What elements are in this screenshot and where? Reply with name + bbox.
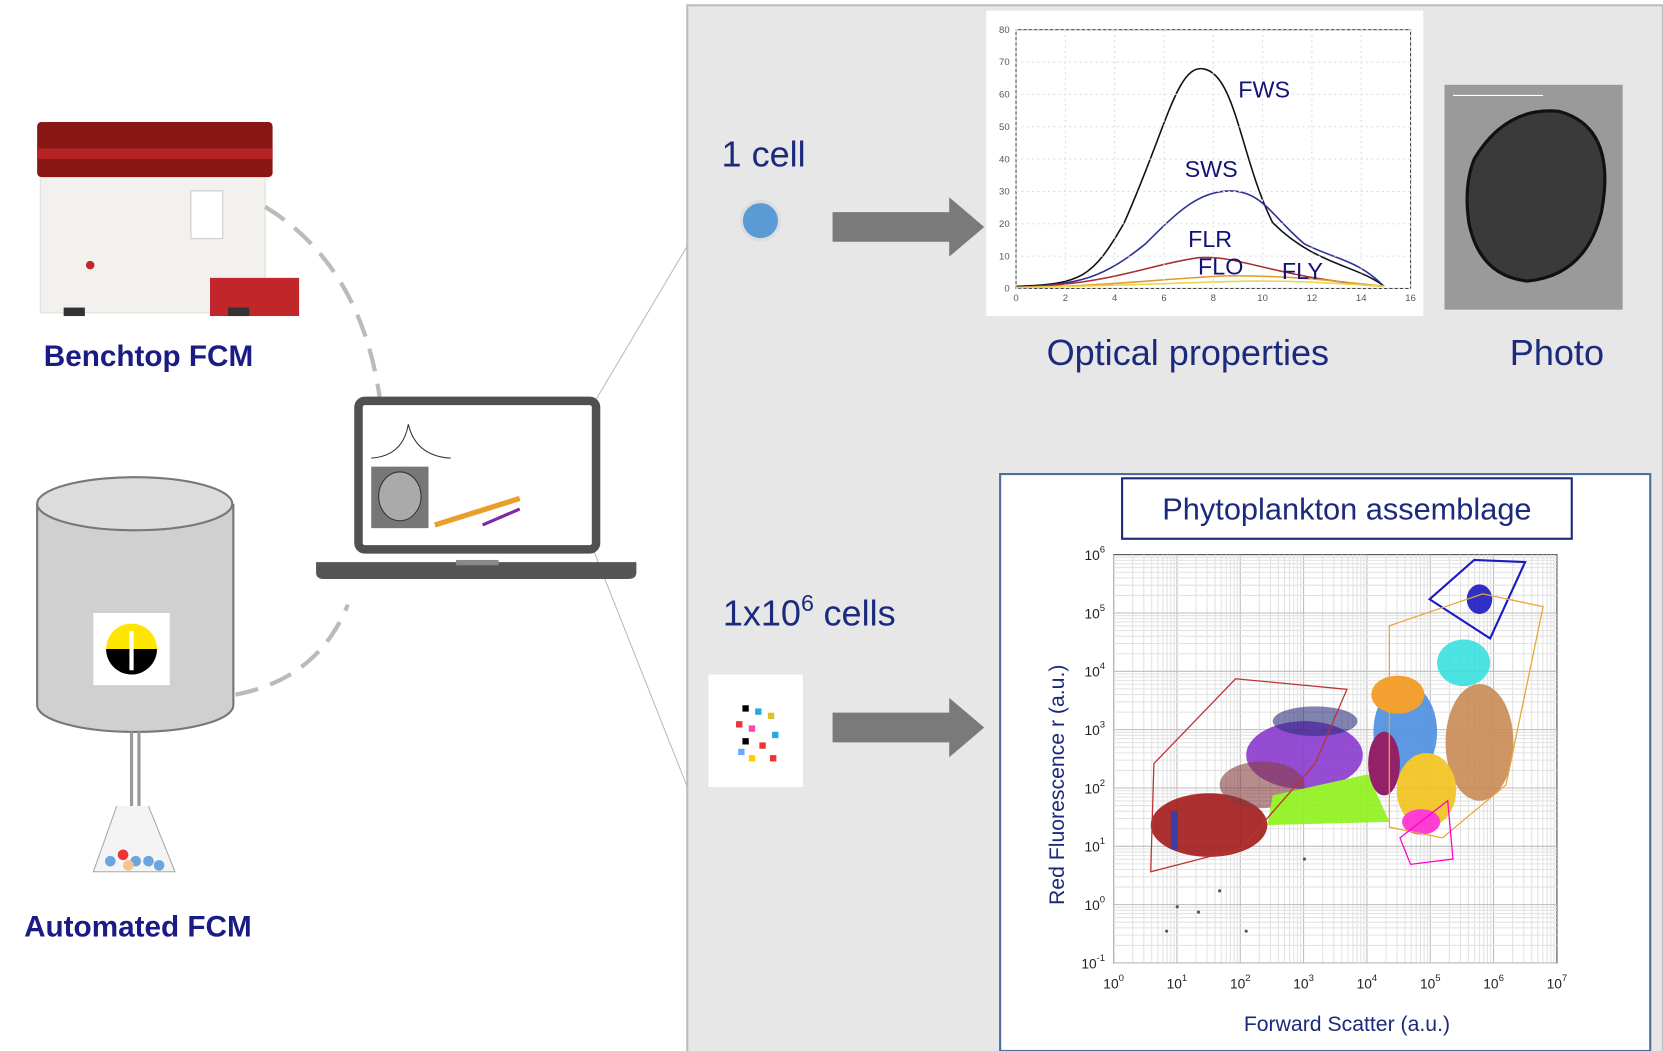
diagram: Benchtop FCM Automated FCM 1 cell 010203…: [0, 0, 1663, 1051]
tick-exponent: 2: [1245, 973, 1250, 984]
output-label: Optical properties: [1047, 332, 1330, 373]
tick-exponent: 5: [1100, 603, 1105, 614]
tick-exponent: 0: [1119, 973, 1124, 984]
tick-exponent: 7: [1562, 973, 1567, 984]
cells-icon: [708, 675, 802, 787]
zoom-line: [594, 246, 687, 403]
tick-base: 10: [1103, 976, 1119, 991]
tick-base: 10: [1084, 723, 1100, 738]
cell-icon: [741, 202, 779, 240]
tick-base: 10: [1084, 781, 1100, 796]
tick-exponent: 4: [1372, 973, 1378, 984]
tick-base: 10: [1483, 976, 1499, 991]
y-tick-label: 80: [999, 25, 1010, 36]
zoom-line: [594, 551, 687, 786]
laptop: [316, 401, 636, 579]
tick-base: 10: [1230, 976, 1246, 991]
y-tick-label: 50: [999, 122, 1010, 133]
single-cell-label: 1 cell: [722, 134, 806, 175]
tick-base: 10: [1084, 840, 1100, 855]
benchtop-label: Benchtop FCM: [44, 340, 253, 373]
tick-exponent: 3: [1309, 973, 1314, 984]
x-tick-label: 8: [1211, 293, 1216, 304]
tick-base: 10: [1293, 976, 1309, 991]
tick-base: 10: [1547, 976, 1563, 991]
x-tick-label: 2: [1063, 293, 1068, 304]
tick-exponent: 0: [1100, 895, 1105, 906]
tick-exponent: 1: [1100, 836, 1105, 847]
x-axis-label: Forward Scatter (a.u.): [1244, 1013, 1450, 1036]
label-base: 1x10: [723, 593, 801, 634]
y-tick-label: 60: [999, 90, 1010, 101]
automated-device: [37, 477, 233, 872]
x-tick-label: 16: [1405, 293, 1416, 304]
x-tick-label: 14: [1356, 293, 1367, 304]
page: Benchtop FCM Automated FCM 1 cell 010203…: [0, 0, 1663, 1051]
y-axis-label: Red Fluorescence r (a.u.): [1046, 665, 1069, 905]
connection: [235, 605, 347, 695]
automated-label: Automated FCM: [24, 910, 252, 943]
x-tick-label: 6: [1161, 293, 1166, 304]
tick-base: 10: [1081, 956, 1097, 971]
scatter-title: Phytoplankton assemblage: [1162, 492, 1531, 527]
y-tick-label: 30: [999, 187, 1010, 198]
tick-base: 10: [1420, 976, 1436, 991]
x-tick-label: 0: [1013, 293, 1018, 304]
tick-exponent: 4: [1100, 661, 1106, 672]
curve-label: FWS: [1238, 77, 1290, 103]
curve-label: FLR: [1188, 226, 1232, 252]
curve-label: FLO: [1198, 254, 1243, 280]
y-tick-label: 10: [999, 251, 1010, 262]
output-label: Photo: [1510, 332, 1604, 373]
tick-base: 10: [1167, 976, 1183, 991]
cell-photo: [1444, 85, 1622, 310]
tick-base: 10: [1084, 548, 1100, 563]
tick-base: 10: [1084, 606, 1100, 621]
x-tick-label: 10: [1257, 293, 1268, 304]
tick-base: 10: [1084, 665, 1100, 680]
x-tick-label: 12: [1307, 293, 1318, 304]
benchtop-device: [37, 122, 299, 316]
tick-exponent: 1: [1182, 973, 1187, 984]
tick-exponent: 6: [1499, 973, 1504, 984]
y-tick-label: 20: [999, 219, 1010, 230]
x-tick-label: 4: [1112, 293, 1118, 304]
tick-exponent: 6: [1100, 545, 1105, 556]
curve-label: SWS: [1185, 156, 1238, 182]
tick-exponent: 5: [1435, 973, 1440, 984]
y-tick-label: 0: [1004, 284, 1009, 295]
curve-label: FLY: [1282, 258, 1323, 284]
tick-exponent: 2: [1100, 778, 1105, 789]
tick-base: 10: [1357, 976, 1373, 991]
tick-exponent: 3: [1100, 720, 1105, 731]
label-suffix: cells: [824, 593, 896, 634]
label-exponent: 6: [801, 590, 814, 616]
y-tick-label: 70: [999, 57, 1010, 68]
tick-exponent: -1: [1097, 953, 1105, 964]
tick-base: 10: [1084, 898, 1100, 913]
y-tick-label: 40: [999, 154, 1010, 165]
